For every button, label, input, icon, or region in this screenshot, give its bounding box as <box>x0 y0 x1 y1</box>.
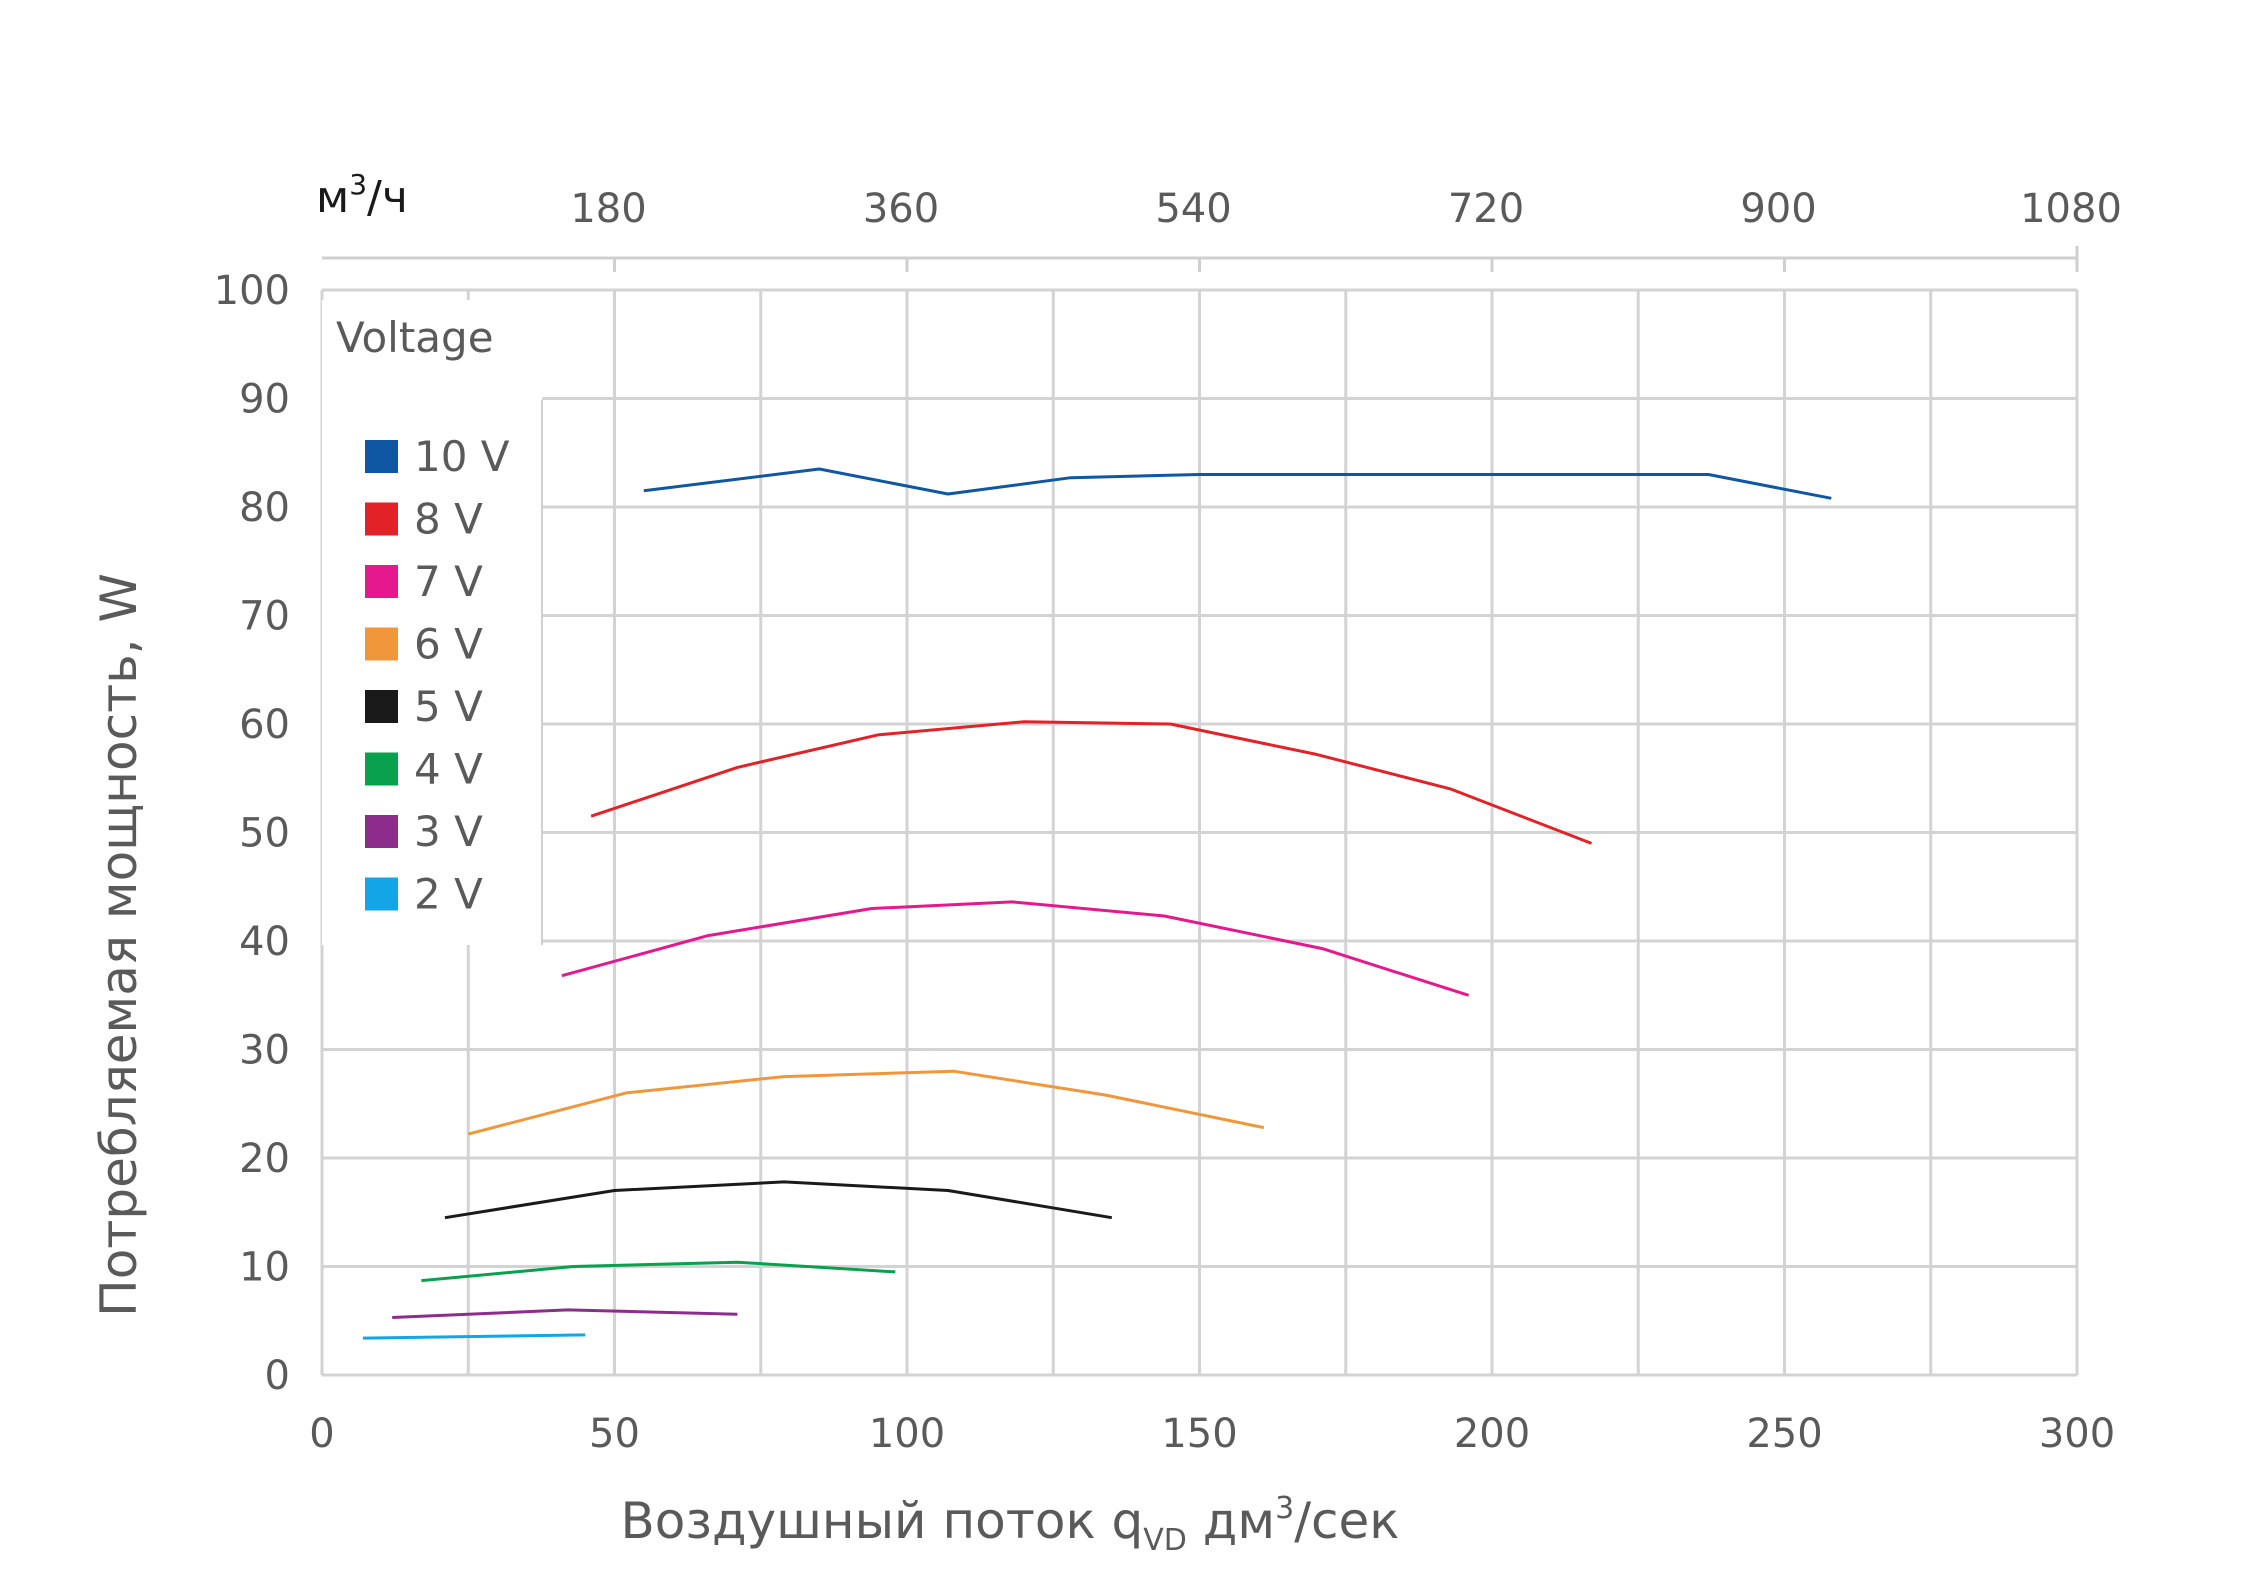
legend-swatch <box>365 877 398 911</box>
legend-label: 3 V <box>414 807 483 856</box>
secondary-axis-tick-label: 180 <box>570 186 646 232</box>
legend: Voltage 10 V 8 V 7 V 6 V 5 V 4 V 3 V 2 V <box>322 300 543 945</box>
unit-m: м <box>316 172 349 223</box>
x-tick-label: 250 <box>1746 1411 1822 1457</box>
y-tick-label: 20 <box>239 1136 290 1182</box>
secondary-axis-tick-label: 1080 <box>2020 186 2122 232</box>
series-line-2v <box>362 1333 586 1340</box>
legend-swatch <box>365 690 398 723</box>
y-tick-label: 100 <box>214 268 290 314</box>
legend-label: 5 V <box>414 682 483 731</box>
legend-swatch <box>365 502 398 536</box>
legend-background <box>322 300 542 945</box>
legend-label: 7 V <box>414 557 483 606</box>
legend-swatch <box>365 752 398 786</box>
series-line-10v <box>643 467 1832 500</box>
x-tick-label: 150 <box>1161 1411 1237 1457</box>
legend-label: 6 V <box>414 620 483 669</box>
y-tick-label: 80 <box>239 485 290 531</box>
series-line-4v <box>421 1260 896 1283</box>
legend-title-background <box>322 300 542 400</box>
y-tick-label: 30 <box>239 1028 290 1074</box>
secondary-axis-tick-label: 360 <box>863 186 939 232</box>
legend-swatch <box>365 627 398 661</box>
x-axis-ticks: 0 50 100 150 200 250 300 <box>309 1411 2115 1457</box>
unit-per-hour: /ч <box>367 172 408 223</box>
x-tick-label: 100 <box>869 1411 945 1457</box>
legend-label: 4 V <box>414 745 483 794</box>
secondary-axis-tick-label: 720 <box>1448 186 1524 232</box>
series-line-8v <box>590 720 1593 845</box>
legend-swatch <box>365 565 398 598</box>
series-line-7v <box>561 900 1470 997</box>
x-axis-title: Воздушный поток qVD дм3/сек <box>621 1491 1400 1558</box>
x-axis-title-main: Воздушный поток q <box>621 1492 1144 1550</box>
y-tick-label: 90 <box>239 377 290 423</box>
unit-m-superscript: 3 <box>349 168 367 201</box>
series-line-5v <box>444 1180 1113 1220</box>
legend-label: 10 V <box>414 432 510 481</box>
legend-label: 8 V <box>414 495 483 544</box>
legend-swatch <box>365 440 398 473</box>
series-line-6v <box>467 1069 1265 1136</box>
series-line-3v <box>392 1308 738 1319</box>
legend-label: 2 V <box>414 870 483 919</box>
y-tick-label: 40 <box>239 919 290 965</box>
x-axis-title-unit: дм <box>1187 1492 1275 1550</box>
legend-swatch <box>365 815 398 848</box>
x-tick-label: 0 <box>309 1411 334 1457</box>
y-axis-title: Потребляемая мощность, W <box>90 573 148 1317</box>
x-axis-title-unit-rest: /сек <box>1294 1492 1399 1550</box>
secondary-axis-tick-label: 540 <box>1155 186 1231 232</box>
legend-items: 10 V 8 V 7 V 6 V 5 V 4 V 3 V 2 V <box>365 432 510 919</box>
y-axis-ticks: 0 10 20 30 40 50 60 70 80 90 100 <box>214 268 290 1399</box>
x-tick-label: 50 <box>589 1411 640 1457</box>
series-layer <box>362 467 1832 1340</box>
y-tick-label: 60 <box>239 702 290 748</box>
secondary-axis-unit-label: м3/ч <box>316 168 408 223</box>
secondary-axis-tick-label: 900 <box>1740 186 1816 232</box>
secondary-x-axis: 180 360 540 720 900 1080 <box>322 186 2122 272</box>
y-tick-label: 50 <box>239 811 290 857</box>
y-tick-label: 70 <box>239 594 290 640</box>
y-tick-label: 10 <box>239 1245 290 1291</box>
x-axis-title-subscript: VD <box>1143 1523 1187 1558</box>
legend-title: Voltage <box>336 313 494 362</box>
x-axis-title-unit-superscript: 3 <box>1275 1491 1294 1526</box>
y-tick-label: 0 <box>265 1353 290 1399</box>
chart-grid <box>320 288 2079 1377</box>
x-tick-label: 300 <box>2039 1411 2115 1457</box>
x-tick-label: 200 <box>1454 1411 1530 1457</box>
